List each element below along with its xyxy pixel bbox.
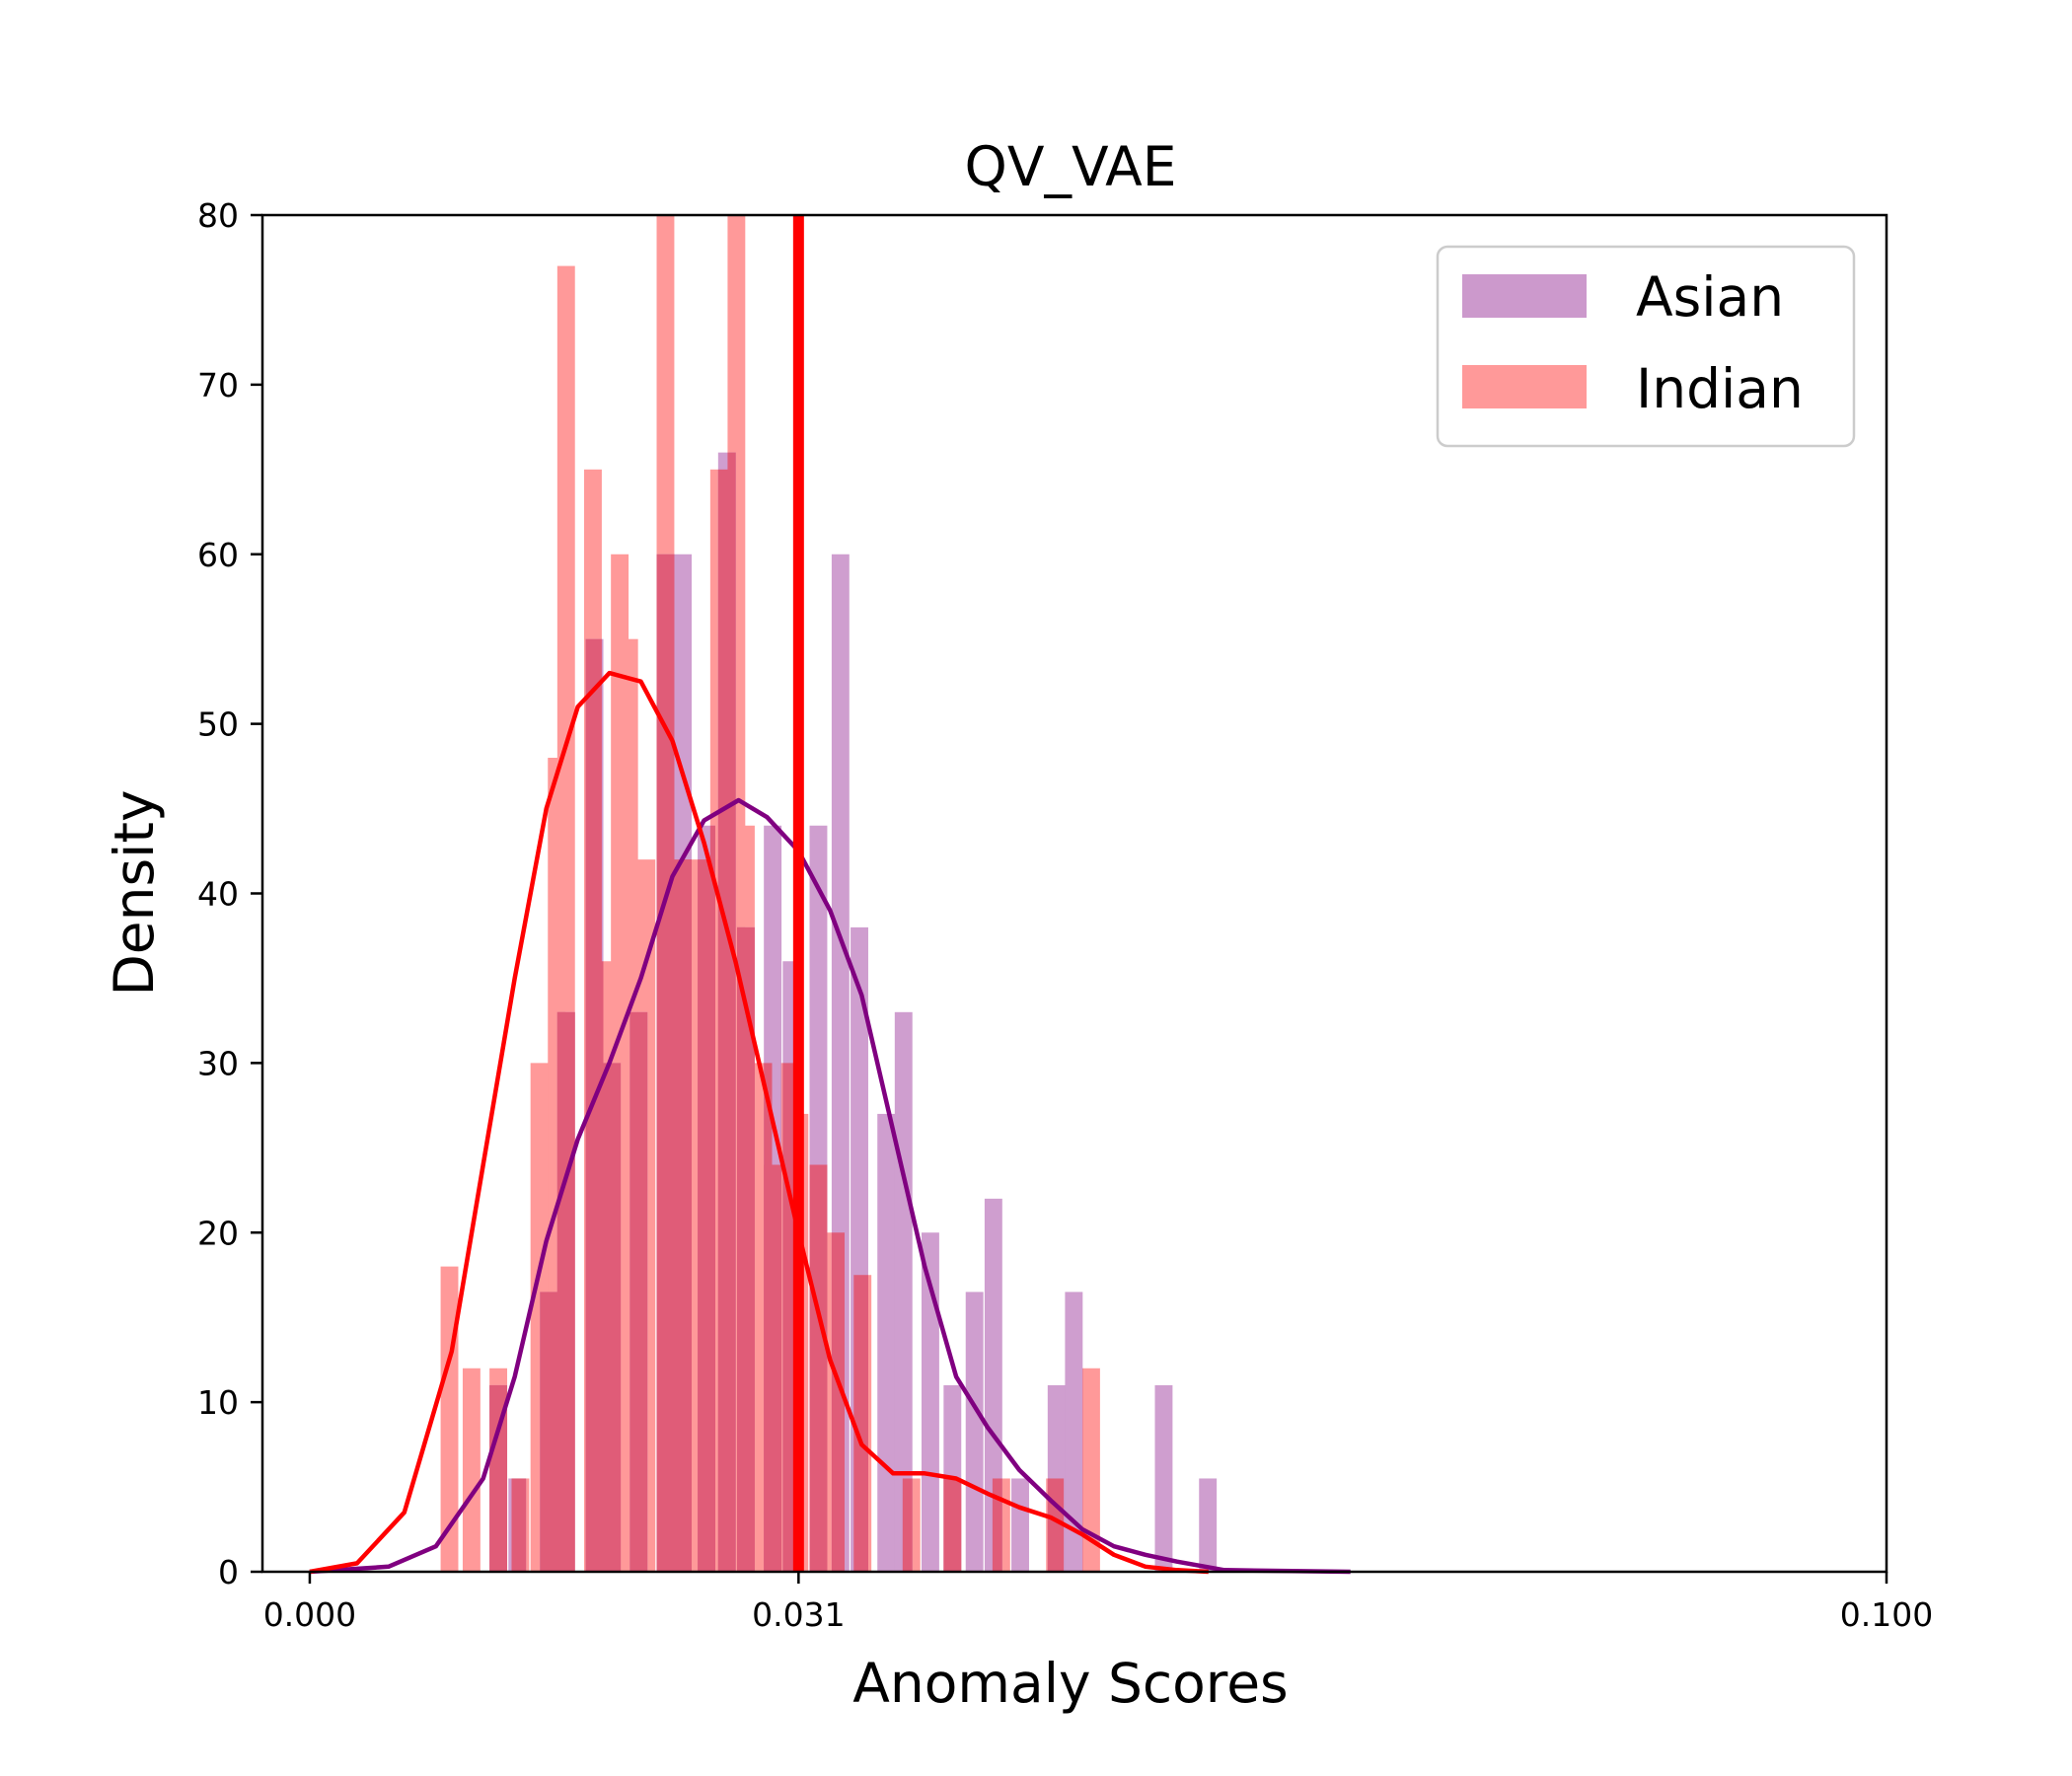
x-tick-label-0: 0.000 bbox=[263, 1595, 356, 1634]
overlap-bar-8 bbox=[593, 961, 604, 1572]
legend-label-asian: Asian bbox=[1636, 265, 1784, 329]
legend: Asian Indian bbox=[1436, 245, 1856, 448]
asian-bar-27 bbox=[1199, 1478, 1218, 1572]
overlap-bar-36 bbox=[853, 1275, 868, 1572]
y-tick-label-3: 30 bbox=[197, 1044, 239, 1082]
overlap-bar-3 bbox=[548, 1292, 558, 1572]
x-tick-label-1: 0.031 bbox=[752, 1595, 845, 1634]
overlap-bar-14 bbox=[656, 554, 675, 1572]
overlap-bar-39 bbox=[992, 1478, 1002, 1572]
legend-swatch-asian bbox=[1462, 274, 1587, 318]
overlap-bar-23 bbox=[717, 469, 728, 1572]
y-tick-label-7: 70 bbox=[197, 366, 239, 405]
y-axis-title: Density bbox=[103, 789, 166, 996]
y-tick-label-5: 50 bbox=[197, 705, 239, 744]
legend-label-indian: Indian bbox=[1636, 357, 1804, 420]
overlap-bar-9 bbox=[603, 1063, 612, 1572]
y-tick-label-2: 20 bbox=[197, 1214, 239, 1252]
overlap-bar-33 bbox=[809, 1164, 828, 1572]
asian-kde-line bbox=[309, 797, 1351, 1575]
x-tick-label-2: 0.100 bbox=[1840, 1595, 1933, 1634]
overlap-bar-38 bbox=[943, 1478, 962, 1572]
overlap-bar-37 bbox=[902, 1478, 913, 1572]
asian-bar-25 bbox=[1065, 1292, 1083, 1572]
overlap-bar-21 bbox=[709, 825, 715, 1572]
asian-bar-23 bbox=[1011, 1478, 1029, 1572]
overlap-bar-1 bbox=[511, 1478, 527, 1572]
overlap-bars bbox=[489, 452, 1083, 1572]
y-tick-label-4: 40 bbox=[197, 875, 239, 914]
overlap-bar-24 bbox=[727, 452, 736, 1572]
y-tick-label-8: 80 bbox=[197, 196, 239, 235]
asian-bar-21 bbox=[965, 1292, 984, 1572]
overlap-bar-6 bbox=[556, 1011, 575, 1572]
indian-kde-line bbox=[309, 670, 1209, 1575]
asian-bar-19 bbox=[921, 1232, 939, 1572]
overlap-bar-19 bbox=[698, 859, 702, 1572]
asian-bar-17 bbox=[877, 1113, 896, 1572]
overlap-bar-29 bbox=[764, 1164, 782, 1572]
overlap-bar-0 bbox=[489, 1384, 508, 1572]
legend-swatch-indian bbox=[1462, 365, 1587, 408]
chart-title: QV_VAE bbox=[965, 135, 1177, 198]
overlap-bar-35 bbox=[831, 1232, 846, 1572]
overlap-bar-10 bbox=[611, 1063, 622, 1572]
y-tick-label-6: 60 bbox=[197, 536, 239, 574]
x-axis-title: Anomaly Scores bbox=[852, 1652, 1288, 1715]
y-tick-label-0: 0 bbox=[218, 1553, 239, 1591]
y-tick-label-1: 10 bbox=[197, 1383, 239, 1422]
overlap-bar-13 bbox=[637, 1011, 648, 1572]
indian-bar-30 bbox=[1081, 1368, 1100, 1572]
overlap-bar-26 bbox=[737, 926, 755, 1572]
overlap-bar-12 bbox=[629, 1011, 638, 1572]
asian-bar-26 bbox=[1154, 1384, 1173, 1572]
kde-lines bbox=[309, 670, 1351, 1575]
overlap-bar-2 bbox=[540, 1292, 549, 1572]
y-axis-ticks: 0 10 20 30 40 50 60 70 80 bbox=[197, 196, 262, 1591]
indian-bar-1 bbox=[462, 1368, 481, 1572]
x-axis-ticks: 0.000 0.031 0.100 bbox=[263, 1572, 1933, 1634]
overlap-bar-18 bbox=[683, 859, 692, 1572]
